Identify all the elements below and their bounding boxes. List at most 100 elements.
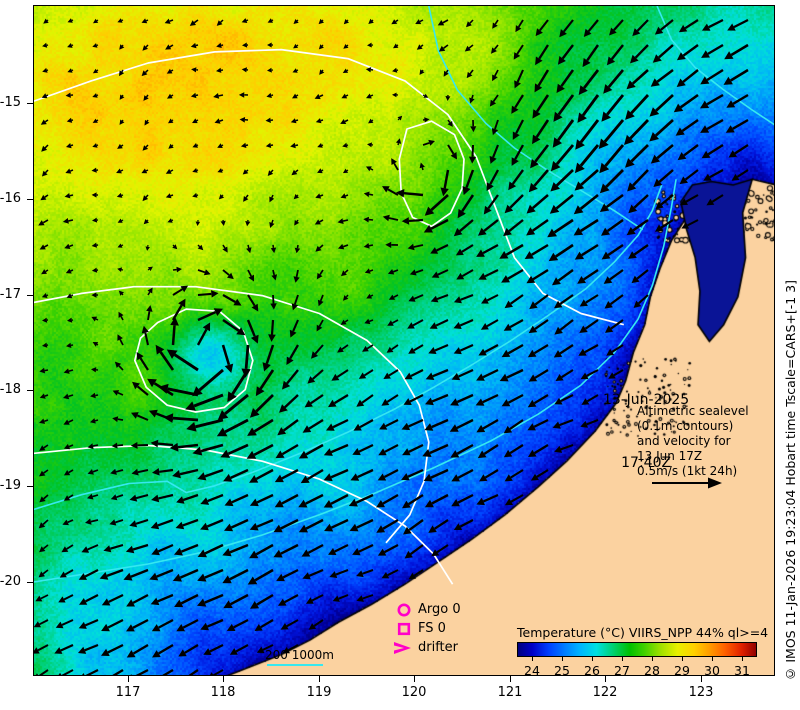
velocity-arrow bbox=[491, 44, 499, 54]
velocity-arrow bbox=[38, 219, 49, 226]
x-tick-label: 122 bbox=[592, 685, 618, 700]
velocity-arrow bbox=[512, 119, 524, 140]
velocity-arrow bbox=[269, 219, 275, 228]
velocity-arrow bbox=[476, 368, 499, 381]
velocity-arrow bbox=[608, 369, 624, 379]
velocity-arrow bbox=[550, 169, 574, 192]
velocity-arrow bbox=[110, 494, 124, 501]
velocity-arrow bbox=[430, 244, 449, 254]
velocity-arrow bbox=[404, 369, 424, 380]
velocity-arrow bbox=[39, 494, 49, 503]
velocity-arrow bbox=[220, 443, 249, 458]
bathymetry-contour-north bbox=[428, 6, 644, 231]
velocity-arrow bbox=[349, 518, 374, 532]
velocity-arrow bbox=[192, 368, 224, 397]
velocity-arrow bbox=[247, 568, 274, 585]
velocity-arrow bbox=[126, 643, 149, 658]
velocity-arrow bbox=[481, 294, 499, 304]
velocity-arrow bbox=[475, 393, 499, 406]
velocity-arrow bbox=[126, 593, 149, 607]
velocity-arrow bbox=[118, 290, 124, 296]
velocity-arrow bbox=[499, 368, 524, 382]
velocity-arrow bbox=[192, 118, 199, 124]
velocity-arrow bbox=[274, 493, 299, 508]
velocity-arrow bbox=[342, 68, 349, 73]
velocity-arrow bbox=[39, 544, 49, 553]
velocity-arrow bbox=[377, 544, 399, 556]
velocity-arrow bbox=[378, 444, 399, 456]
velocity-arrow bbox=[112, 416, 124, 423]
velocity-arrow bbox=[599, 169, 624, 194]
velocity-arrow bbox=[293, 19, 299, 24]
velocity-arrow bbox=[282, 644, 299, 654]
velocity-arrow bbox=[39, 444, 49, 451]
velocity-arrow bbox=[146, 305, 153, 321]
velocity-arrow bbox=[67, 317, 74, 323]
velocity-arrow bbox=[477, 219, 499, 236]
velocity-arrow bbox=[428, 519, 449, 533]
velocity-arrow bbox=[362, 344, 374, 352]
velocity-arrow bbox=[249, 493, 274, 507]
map-vector-overlay bbox=[34, 6, 774, 675]
velocity-arrow bbox=[222, 568, 249, 584]
velocity-arrow bbox=[209, 669, 224, 675]
velocity-arrow bbox=[150, 518, 174, 530]
velocity-arrow bbox=[429, 319, 449, 329]
velocity-arrow bbox=[424, 493, 449, 508]
velocity-arrow bbox=[554, 394, 574, 405]
velocity-arrow bbox=[294, 244, 301, 254]
y-tick-label: -19 bbox=[0, 478, 21, 493]
colorbar-tick bbox=[652, 657, 653, 661]
velocity-arrow bbox=[391, 19, 399, 25]
velocity-arrow bbox=[165, 193, 174, 199]
velocity-arrow bbox=[116, 192, 124, 198]
velocity-arrow bbox=[453, 294, 474, 304]
velocity-arrow bbox=[101, 618, 124, 632]
velocity-arrow bbox=[402, 494, 424, 509]
velocity-arrow bbox=[270, 244, 277, 254]
velocity-arrow bbox=[530, 469, 549, 481]
velocity-arrow bbox=[65, 168, 74, 174]
y-tick-mark bbox=[27, 199, 33, 200]
velocity-arrow bbox=[42, 317, 49, 323]
legend-item-drifter: drifter bbox=[392, 638, 461, 657]
colorbar-tick-labels: 24 25 26 27 28 29 30 31 bbox=[517, 663, 757, 679]
velocity-arrow bbox=[364, 268, 374, 274]
velocity-arrow bbox=[156, 669, 174, 675]
velocity-arrow bbox=[66, 117, 74, 123]
velocity-arrow bbox=[422, 93, 429, 98]
velocity-arrow bbox=[577, 94, 600, 123]
velocity-arrow bbox=[650, 144, 674, 164]
sst-raster-layer bbox=[34, 6, 774, 675]
velocity-arrow bbox=[143, 219, 149, 225]
map-plot-area[interactable] bbox=[33, 5, 775, 676]
velocity-arrow bbox=[174, 543, 199, 556]
velocity-arrow bbox=[530, 144, 550, 169]
velocity-arrow bbox=[453, 319, 474, 329]
velocity-arrow bbox=[601, 219, 624, 236]
velocity-arrow bbox=[63, 443, 74, 450]
velocity-arrow bbox=[323, 468, 349, 482]
velocity-arrow bbox=[573, 218, 599, 236]
velocity-arrow bbox=[141, 325, 150, 346]
velocity-arrow bbox=[65, 268, 74, 274]
velocity-arrow bbox=[526, 219, 549, 236]
velocity-arrow bbox=[149, 568, 174, 581]
velocity-arrow bbox=[503, 219, 524, 237]
velocity-arrow bbox=[150, 439, 174, 448]
colorbar-tick bbox=[742, 657, 743, 661]
velocity-arrow bbox=[528, 319, 549, 334]
velocity-arrow bbox=[679, 194, 699, 206]
velocity-arrow bbox=[286, 344, 299, 365]
velocity-arrow bbox=[368, 118, 374, 124]
velocity-arrow bbox=[489, 94, 499, 107]
velocity-arrow bbox=[238, 92, 249, 98]
velocity-arrow bbox=[62, 519, 74, 526]
velocity-arrow bbox=[126, 618, 149, 632]
velocity-arrow bbox=[192, 143, 199, 148]
velocity-arrow bbox=[203, 644, 224, 655]
velocity-arrow bbox=[222, 543, 249, 557]
velocity-arrow bbox=[290, 118, 299, 124]
velocity-arrow bbox=[397, 115, 403, 121]
velocity-arrow bbox=[606, 344, 624, 356]
